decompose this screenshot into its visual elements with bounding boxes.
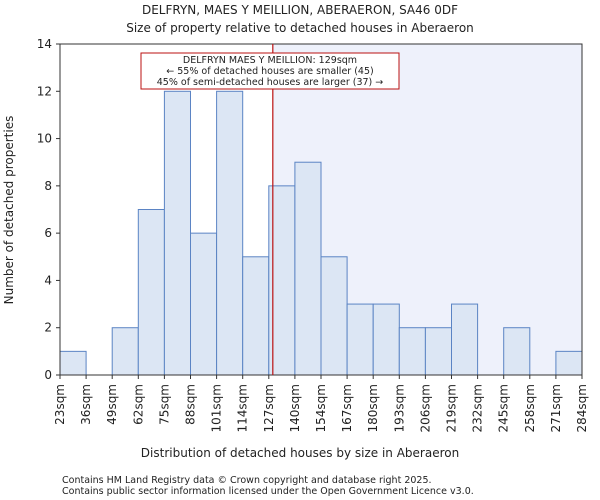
y-tick-label: 10 bbox=[37, 132, 52, 146]
x-tick-label: 62sqm bbox=[131, 384, 145, 425]
bar-49sqm bbox=[111, 327, 139, 376]
x-tick-label: 206sqm bbox=[418, 384, 432, 432]
y-tick-label: 14 bbox=[37, 37, 52, 51]
y-tick-label: 4 bbox=[44, 273, 52, 287]
x-tick-label: 154sqm bbox=[314, 384, 328, 432]
x-tick-label: 49sqm bbox=[105, 384, 119, 425]
annotation-line-2: ← 55% of detached houses are smaller (45… bbox=[166, 66, 373, 77]
x-tick-label: 114sqm bbox=[236, 384, 250, 432]
annotation-box bbox=[140, 52, 400, 90]
y-tick-label: 8 bbox=[44, 179, 52, 193]
bar-154sqm bbox=[320, 256, 348, 376]
chart-title: DELFRYN, MAES Y MEILLION, ABERAERON, SA4… bbox=[142, 3, 458, 17]
footer-line-2: Contains public sector information licen… bbox=[62, 486, 474, 497]
x-tick-label: 140sqm bbox=[288, 384, 302, 432]
plot-frame bbox=[59, 43, 583, 376]
y-tick-label: 12 bbox=[37, 84, 52, 98]
x-axis-label: Distribution of detached houses by size … bbox=[141, 446, 459, 460]
y-tick-label: 6 bbox=[44, 226, 52, 240]
x-tick-label: 284sqm bbox=[575, 384, 589, 432]
x-tick-label: 75sqm bbox=[157, 384, 171, 425]
y-tick-label: 2 bbox=[44, 321, 52, 335]
y-tick-label: 0 bbox=[44, 368, 52, 382]
y-axis-ticks: 0 2 4 6 8 10 12 14 bbox=[37, 37, 60, 382]
x-tick-label: 180sqm bbox=[366, 384, 380, 432]
x-tick-label: 88sqm bbox=[184, 384, 198, 425]
bar-219sqm bbox=[451, 303, 479, 376]
x-tick-label: 23sqm bbox=[53, 384, 67, 425]
x-tick-label: 127sqm bbox=[262, 384, 276, 432]
y-axis-label: Number of detached properties bbox=[2, 116, 16, 305]
bar-180sqm bbox=[372, 303, 400, 376]
x-tick-label: 258sqm bbox=[523, 384, 537, 432]
bar-75sqm bbox=[163, 90, 191, 376]
bar-101sqm bbox=[216, 90, 244, 376]
bar-62sqm bbox=[137, 209, 165, 376]
bar-114sqm bbox=[242, 256, 270, 376]
x-tick-label: 219sqm bbox=[445, 384, 459, 432]
bar-140sqm bbox=[294, 161, 322, 376]
x-tick-label: 245sqm bbox=[497, 384, 511, 432]
bars-group bbox=[59, 90, 583, 376]
bar-88sqm bbox=[190, 232, 218, 376]
x-tick-label: 101sqm bbox=[210, 384, 224, 432]
x-tick-label: 193sqm bbox=[392, 384, 406, 432]
bar-193sqm bbox=[398, 327, 426, 376]
x-tick-label: 167sqm bbox=[340, 384, 354, 432]
chart-subtitle: Size of property relative to detached ho… bbox=[126, 21, 474, 35]
annotation-line-3: 45% of semi-detached houses are larger (… bbox=[157, 77, 384, 88]
bar-167sqm bbox=[346, 303, 374, 376]
x-tick-label: 232sqm bbox=[471, 384, 485, 432]
bar-23sqm bbox=[59, 350, 87, 376]
annotation-line-1: DELFRYN MAES Y MEILLION: 129sqm bbox=[183, 55, 357, 66]
bar-271sqm bbox=[555, 350, 583, 376]
x-tick-label: 36sqm bbox=[79, 384, 93, 425]
bar-245sqm bbox=[503, 327, 531, 376]
x-tick-label: 271sqm bbox=[549, 384, 563, 432]
x-axis-ticks: 23sqm 36sqm 49sqm 62sqm 75sqm 88sqm 101sqm 114s… bbox=[53, 375, 589, 432]
footer-line-1: Contains HM Land Registry data © Crown c… bbox=[62, 475, 432, 486]
bar-206sqm bbox=[424, 327, 452, 376]
